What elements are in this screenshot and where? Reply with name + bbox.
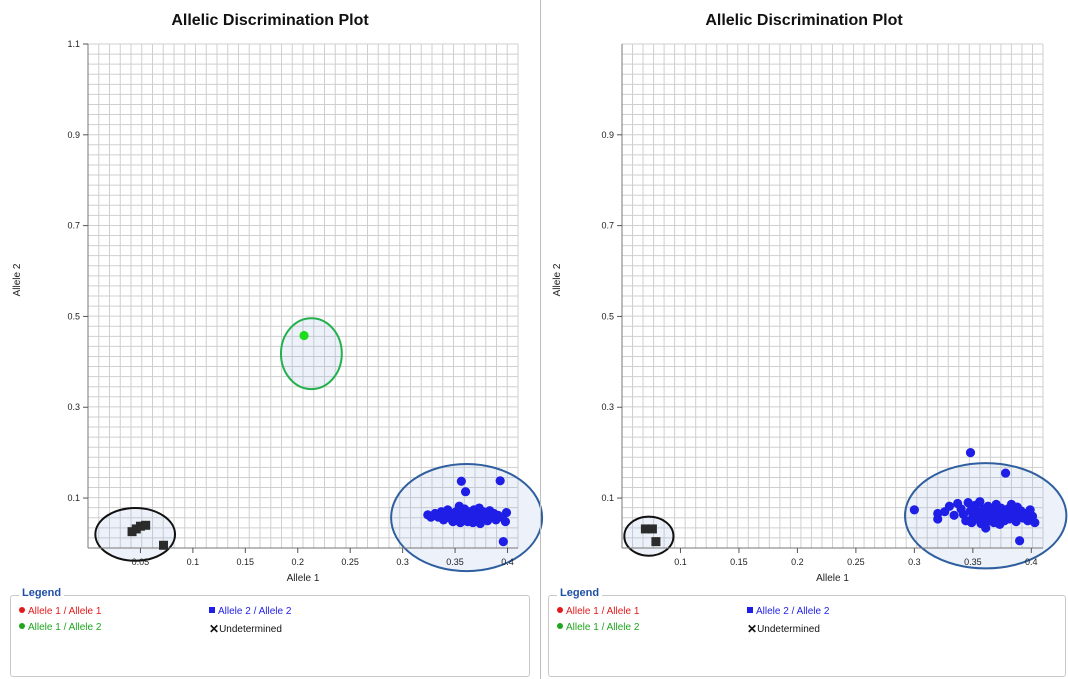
data-point-allele-2-allele-2 [498,537,508,547]
y-tick-label: 0.7 [67,221,80,231]
data-point-allele-2-allele-2 [981,523,991,533]
panel-divider [540,0,541,679]
y-tick-label: 1.1 [67,39,80,49]
legend-square-icon [747,607,753,613]
y-tick-label: 0.3 [67,402,80,412]
legend-dot-icon [557,607,563,613]
legend-x-icon: ✕ [209,622,220,636]
data-point-allele-2-allele-2 [460,487,471,497]
data-point-allele-2-allele-2 [965,448,976,458]
x-tick-label: 0.25 [847,557,865,567]
x-axis-label: Allele 1 [816,573,849,584]
legend-item: ✕Undetermined [747,622,820,636]
data-point-allele-2-allele-2 [944,501,955,511]
data-point-undetermined [141,520,151,530]
data-point-allele-2-allele-2 [456,476,466,486]
legend-label: Allele 1 / Allele 2 [566,622,640,633]
grid [621,43,1044,549]
x-tick-label: 0.35 [446,557,464,567]
legend-title: Legend [19,587,65,599]
legend-item: Allele 2 / Allele 2 [747,606,829,617]
legend-square-icon [209,607,215,613]
x-tick-label: 0.4 [501,557,514,567]
legend-item: Allele 1 / Allele 1 [557,606,639,617]
y-tick-label: 0.1 [601,493,614,503]
y-axis-label: Allele 2 [12,263,23,296]
legend-label: Allele 1 / Allele 1 [28,606,102,617]
y-tick-label: 0.9 [67,130,80,140]
data-point-undetermined [159,540,169,550]
legend-dot-icon [557,623,563,629]
legend-item: Allele 1 / Allele 2 [19,622,101,633]
y-tick-label: 0.3 [601,402,614,412]
data-point-undetermined [647,524,657,534]
y-tick-label: 0.7 [601,221,614,231]
x-tick-label: 0.15 [730,557,748,567]
x-tick-label: 0.3 [396,557,409,567]
data-point-allele-1-allele-2 [299,330,309,341]
y-tick-label: 0.5 [67,311,80,321]
legend-label: Allele 2 / Allele 2 [218,606,292,617]
data-point-allele-2-allele-2 [975,497,985,507]
x-tick-label: 0.25 [341,557,359,567]
legend-panel-left: Legend Allele 1 / Allele 1 Allele 2 / All… [10,587,530,677]
x-tick-label: 0.1 [187,557,200,567]
chart-panel-right: Allelic Discrimination Plot 0.1 0.15 0.2 0.… [540,0,1068,679]
x-tick-label: 0.1 [674,557,687,567]
x-tick-label: 0.15 [237,557,255,567]
data-point-allele-2-allele-2 [949,510,959,520]
legend-label: Allele 2 / Allele 2 [756,606,830,617]
y-axis-label: Allele 2 [552,263,563,296]
data-point-allele-2-allele-2 [501,507,512,518]
data-point-allele-2-allele-2 [1000,468,1011,478]
legend-item: ✕Undetermined [209,622,282,636]
data-point-allele-2-allele-2 [963,497,973,508]
legend-label: Allele 1 / Allele 2 [28,622,102,633]
legend-label: Undetermined [219,624,282,635]
legend-item: Allele 2 / Allele 2 [209,606,291,617]
cluster-ellipse [279,317,343,391]
data-point-allele-2-allele-2 [500,517,511,527]
cluster-ellipse [623,515,675,557]
data-point-allele-2-allele-2 [909,505,919,515]
x-tick-label: 0.2 [291,557,304,567]
data-point-undetermined [640,524,650,534]
x-tick-label: 0.4 [1025,557,1038,567]
x-tick-label: 0.2 [791,557,804,567]
y-tick-label: 0.5 [601,311,614,321]
data-point-allele-2-allele-2 [1015,536,1025,546]
y-tick-label: 0.1 [67,493,80,503]
scatter-plot-right: 0.1 0.15 0.2 0.25 0.3 0.35 0.4 0.1 0.3 0.5 0.7 0.9 A… [552,43,1068,584]
legend-dot-icon [19,623,25,629]
chart-title: Allelic Discrimination Plot [171,12,369,29]
y-tick-label: 0.9 [601,130,614,140]
data-point-undetermined [135,521,145,531]
x-tick-label: 0.35 [964,557,982,567]
chart-title: Allelic Discrimination Plot [705,12,903,29]
data-point-allele-2-allele-2 [933,508,943,519]
x-tick-label: 0.05 [132,557,150,567]
legend-x-icon: ✕ [747,622,758,636]
chart-panel-left: Allelic Discrimination Plot 0.05 0.1 0.15 0… [10,12,544,677]
legend-item: Allele 1 / Allele 2 [557,622,639,633]
data-point-allele-2-allele-2 [495,476,505,486]
legend-dot-icon [19,607,25,613]
scatter-plot-left: 0.05 0.1 0.15 0.2 0.25 0.3 0.35 0.4 0.1 0.3 0.5 0.7… [12,39,544,584]
x-axis-label: Allele 1 [287,573,320,584]
x-tick-label: 0.3 [908,557,921,567]
legend-label: Undetermined [757,624,820,635]
legend-item: Allele 1 / Allele 1 [19,606,101,617]
data-point-undetermined [651,537,661,547]
legend-title: Legend [557,587,603,599]
data-point-allele-2-allele-2 [1030,517,1040,528]
legend-panel-right: Legend Allele 1 / Allele 1 Allele 2 / All… [548,587,1066,677]
legend-label: Allele 1 / Allele 1 [566,606,640,617]
